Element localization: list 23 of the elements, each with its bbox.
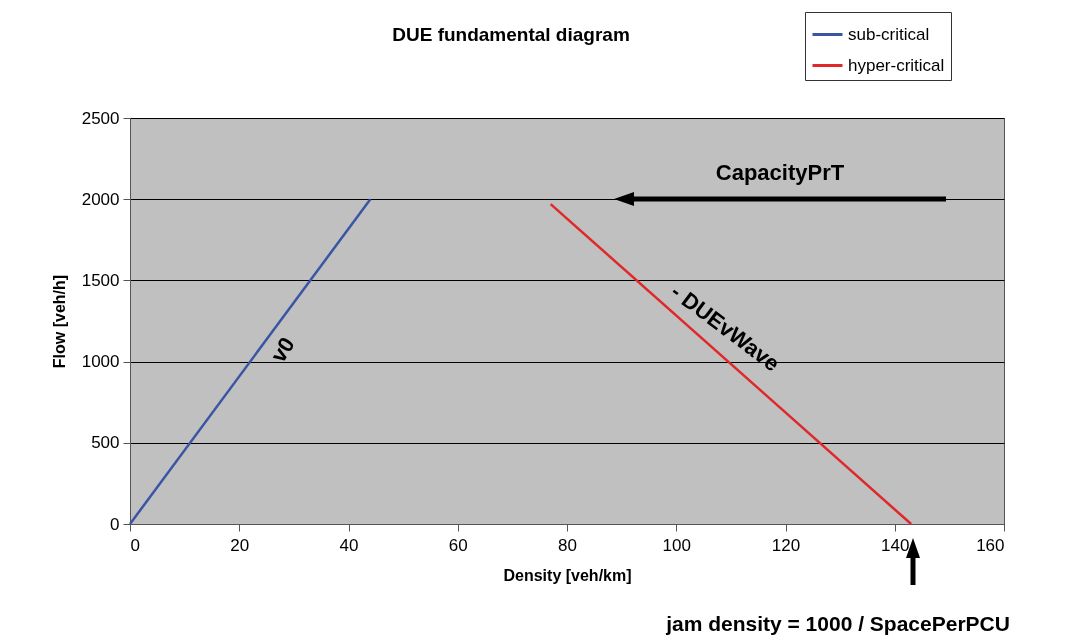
x-tick-label: 60 [448, 535, 468, 555]
y-tick-label: 2500 [81, 108, 120, 128]
x-axis-title: Density [veh/km] [503, 566, 632, 584]
x-tick-label: 20 [230, 535, 250, 555]
x-tick-label: 80 [558, 535, 577, 555]
y-axis-title: Flow [veh/h] [50, 274, 68, 369]
x-tick-label: 100 [662, 535, 691, 555]
x-tick-label: 160 [976, 535, 1005, 555]
x-tick-label: 0 [130, 535, 140, 555]
annotation: CapacityPrT [715, 160, 845, 185]
y-tick-label: 2000 [81, 189, 120, 209]
chart-title: DUE fundamental diagram [392, 24, 630, 45]
legend-label: hyper-critical [848, 55, 945, 75]
x-tick-label: 40 [339, 535, 359, 555]
y-tick-label: 1000 [81, 352, 120, 372]
y-tick-label: 500 [91, 433, 120, 453]
annotation: v0 [265, 332, 300, 367]
x-tick-label: 140 [881, 535, 910, 555]
y-tick-label: 1500 [81, 270, 120, 290]
x-tick-label: 120 [771, 535, 801, 555]
text: jam density = 1000 / SpacePerPCU [665, 612, 1010, 635]
y-tick-label: 0 [110, 514, 120, 534]
legend-label: sub-critical [848, 24, 930, 44]
